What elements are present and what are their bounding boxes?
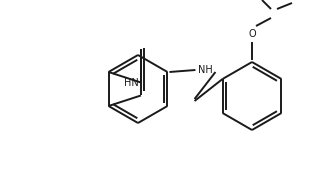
Text: O: O [248,29,256,39]
Text: HN: HN [124,77,139,88]
Text: NH: NH [198,65,213,75]
